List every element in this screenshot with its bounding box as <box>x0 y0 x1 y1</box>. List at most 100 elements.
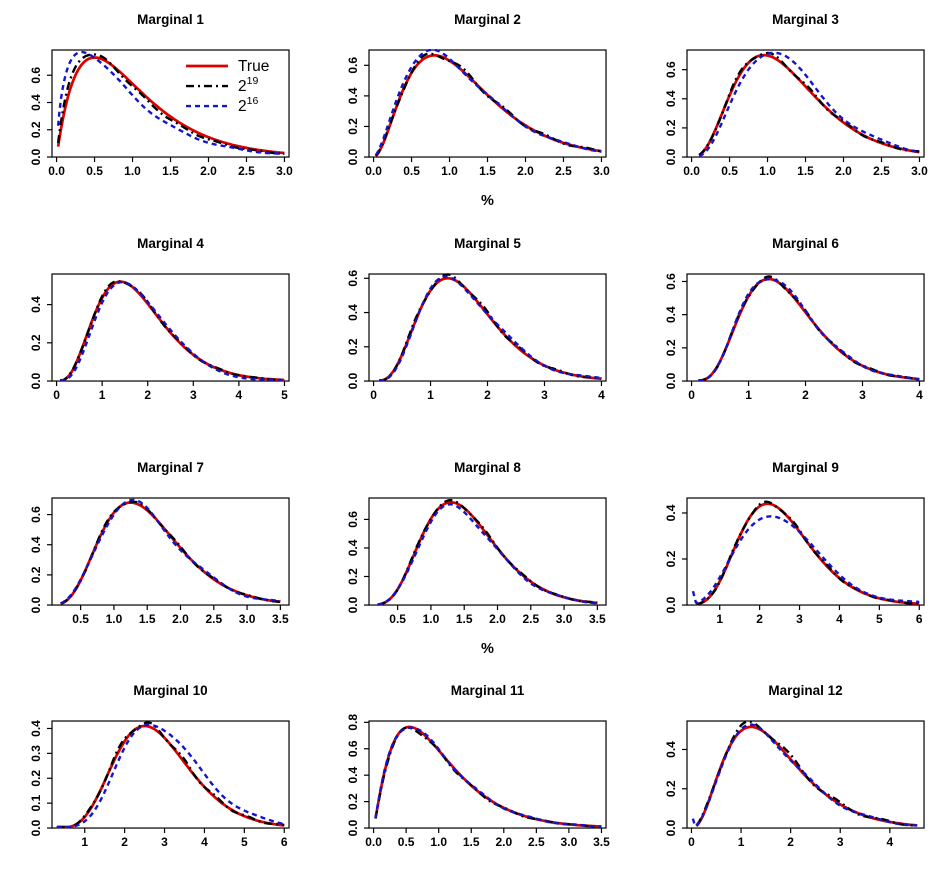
chart-title: Marginal 7 <box>137 460 204 475</box>
chart-marginal-6: 0 1 2 3 4 0.0 0.2 0.4 0.6 Marginal 6 <box>635 224 952 448</box>
y-tick-label: 0.4 <box>346 539 360 556</box>
x-tick-label: 1.0 <box>124 164 141 178</box>
plot-box <box>686 49 925 158</box>
y-tick-label: 0.0 <box>346 148 360 165</box>
x-tick-label: 1 <box>428 388 435 402</box>
y-tick-label: 0.0 <box>29 820 43 837</box>
density-curve-219 <box>375 52 603 157</box>
y-tick-label: 0.2 <box>29 566 43 583</box>
x-tick-label: 0.5 <box>72 612 89 626</box>
x-tick-label: 1 <box>81 835 88 849</box>
y-tick-label: 0.2 <box>346 338 360 355</box>
plot-svg: 0.0 0.5 1.0 1.5 2.0 2.5 3.0 0.0 0.2 0.4 0.6 Margina… <box>346 12 610 209</box>
x-tick-label: 2.5 <box>555 164 572 178</box>
plot-svg: 0.5 1.0 1.5 2.0 2.5 3.0 3.5 0.0 0.2 0.4 0.6 Margina… <box>29 460 290 626</box>
x-tick-label: 5 <box>876 612 883 626</box>
plot-box <box>51 496 290 606</box>
y-tick-label: 0.0 <box>29 372 43 389</box>
plot-svg: 1 2 3 4 5 6 0.0 0.1 0.2 0.3 0.4 Marginal 10 <box>29 683 290 849</box>
x-tick-label: 1.5 <box>797 164 814 178</box>
x-tick-label: 3.0 <box>239 612 256 626</box>
y-tick-label: 0.2 <box>29 334 43 351</box>
y-tick-label: 0.8 <box>346 714 360 731</box>
chart-title: Marginal 3 <box>772 12 839 27</box>
x-tick-label: 0 <box>688 835 695 849</box>
x-tick-label: 1.5 <box>139 612 156 626</box>
x-tick-label: 5 <box>241 835 248 849</box>
density-curve-216 <box>698 51 920 158</box>
x-tick-label: 3.5 <box>272 612 289 626</box>
density-curve-216 <box>698 277 920 382</box>
x-tick-label: 2 <box>484 388 491 402</box>
plot-svg: 1 2 3 4 5 6 0.0 0.2 0.4 Marginal 9 <box>664 460 925 626</box>
y-tick-label: 0.0 <box>346 372 360 389</box>
density-curve-219 <box>695 720 917 827</box>
x-tick-label: 0.5 <box>404 164 421 178</box>
x-tick-label: 0.0 <box>366 164 383 178</box>
x-tick-label: 0 <box>53 388 60 402</box>
chart-marginal-3: 0.0 0.5 1.0 1.5 2.0 2.5 3.0 0.0 0.2 0.4 0.6 Margina… <box>635 0 952 224</box>
y-tick-label: 0.4 <box>664 741 678 758</box>
density-curve-219 <box>56 721 285 829</box>
x-tick-label: 3.5 <box>589 612 606 626</box>
x-tick-label: 3.0 <box>276 164 293 178</box>
density-curve-216 <box>56 723 285 829</box>
y-tick-label: 0.6 <box>664 61 678 78</box>
x-tick-label: 4 <box>836 612 843 626</box>
x-tick-label: 4 <box>916 388 923 402</box>
x-tick-label: 6 <box>916 612 923 626</box>
x-tick-label: 4 <box>236 388 243 402</box>
x-tick-label: 1.0 <box>106 612 123 626</box>
y-tick-label: 0.3 <box>29 745 43 762</box>
y-tick-label: 0.6 <box>29 505 43 522</box>
x-tick-label: 1.5 <box>162 164 179 178</box>
plot-box <box>51 720 290 829</box>
x-tick-label: 3 <box>161 835 168 849</box>
plot-box <box>686 273 925 382</box>
plot-svg: 0 1 2 3 4 0.0 0.2 0.4 Marginal 12 <box>664 683 925 849</box>
y-tick-label: 0.2 <box>346 118 360 135</box>
density-curve-True <box>696 501 919 605</box>
x-tick-label: 0.5 <box>390 612 407 626</box>
x-tick-label: 3.0 <box>593 164 610 178</box>
x-tick-label: 3.0 <box>556 612 573 626</box>
chart-marginal-1: 0.0 0.5 1.0 1.5 2.0 2.5 3.0 0.0 0.2 0.4 0.6 Margina… <box>0 0 317 224</box>
density-curve-219 <box>379 273 602 382</box>
x-tick-label: 1 <box>745 388 752 402</box>
plot-box <box>51 273 290 382</box>
y-tick-label: 0.2 <box>664 550 678 567</box>
y-tick-label: 0.2 <box>29 770 43 787</box>
plot-box <box>686 496 925 606</box>
x-tick-label: 6 <box>281 835 288 849</box>
x-tick-label: 2.0 <box>200 164 217 178</box>
y-tick-label: 0.4 <box>346 304 360 321</box>
x-tick-label: 2 <box>802 388 809 402</box>
plot-svg: 0.0 0.5 1.0 1.5 2.0 2.5 3.0 0.0 0.2 0.4 0.6 Margina… <box>29 12 293 178</box>
y-tick-label: 0.4 <box>29 536 43 553</box>
y-tick-label: 0.2 <box>346 793 360 810</box>
x-tick-label: 0 <box>371 388 378 402</box>
density-curve-219 <box>374 726 602 829</box>
x-tick-label: 1 <box>99 388 106 402</box>
x-tick-label: 0.5 <box>86 164 103 178</box>
x-tick-label: 1 <box>737 835 744 849</box>
x-tick-label: 2.5 <box>523 612 540 626</box>
density-curve-216 <box>691 723 917 828</box>
y-tick-label: 0.6 <box>346 510 360 527</box>
x-axis-label: % <box>481 641 494 657</box>
y-tick-label: 0.4 <box>664 306 678 323</box>
chart-title: Marginal 8 <box>454 460 521 475</box>
chart-title: Marginal 11 <box>451 683 525 698</box>
x-tick-label: 2 <box>144 388 151 402</box>
x-tick-label: 2.5 <box>205 612 222 626</box>
chart-marginal-5: 0 1 2 3 4 0.0 0.2 0.4 0.6 Marginal 5 <box>317 224 634 448</box>
plot-svg: 0.5 1.0 1.5 2.0 2.5 3.0 3.5 0.0 0.2 0.4 0.6 Margina… <box>346 460 607 657</box>
x-tick-label: 4 <box>886 835 893 849</box>
chart-title: Marginal 2 <box>454 12 521 27</box>
x-tick-label: 0.0 <box>366 835 383 849</box>
x-tick-label: 5 <box>281 388 288 402</box>
density-curve-216 <box>691 514 919 604</box>
x-tick-label: 2 <box>756 612 763 626</box>
x-tick-label: 1.0 <box>759 164 776 178</box>
